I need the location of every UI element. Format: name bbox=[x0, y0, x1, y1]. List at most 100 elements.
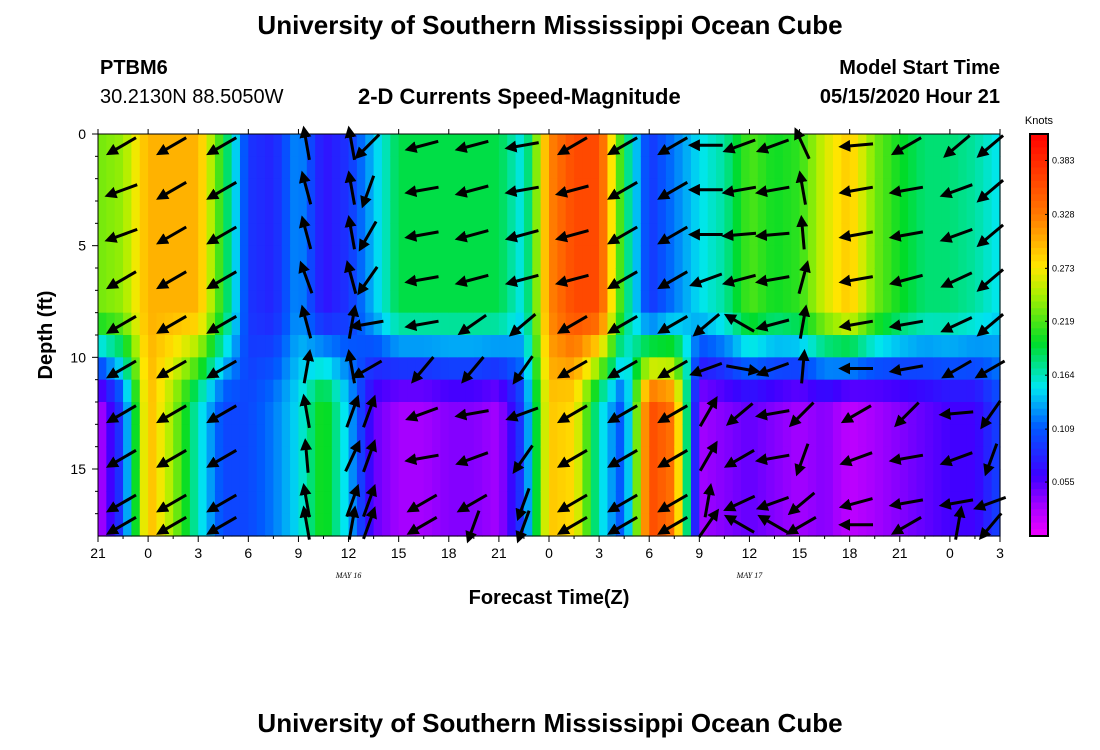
heatmap-cell bbox=[98, 446, 107, 470]
heatmap-cell bbox=[690, 335, 700, 358]
heatmap-cell bbox=[590, 469, 600, 492]
heatmap-cell bbox=[958, 379, 968, 403]
heatmap-cell bbox=[131, 156, 141, 180]
heatmap-cell bbox=[340, 335, 350, 358]
heatmap-cell bbox=[682, 178, 692, 202]
heatmap-cell bbox=[273, 268, 283, 291]
colorbar-segment bbox=[1030, 529, 1048, 537]
current-arrow bbox=[888, 363, 924, 376]
colorbar-segment bbox=[1030, 187, 1048, 195]
heatmap-cell bbox=[590, 268, 600, 291]
heatmap-cells bbox=[98, 134, 1001, 537]
heatmap-cell bbox=[665, 201, 675, 224]
colorbar-segment bbox=[1030, 134, 1048, 142]
heatmap-cell bbox=[239, 335, 249, 358]
heatmap-cell bbox=[682, 290, 692, 314]
heatmap-cell bbox=[590, 156, 600, 180]
heatmap-cell bbox=[323, 469, 333, 492]
current-arrow bbox=[105, 315, 137, 334]
heatmap-cell bbox=[423, 201, 433, 224]
current-arrow bbox=[894, 401, 920, 428]
heatmap-cell bbox=[782, 268, 792, 291]
heatmap-cell bbox=[198, 491, 208, 515]
heatmap-cell bbox=[340, 402, 350, 425]
heatmap-cell bbox=[707, 156, 717, 180]
heatmap-cell bbox=[807, 402, 817, 425]
heatmap-cell bbox=[807, 335, 817, 358]
heatmap-cell bbox=[933, 178, 943, 202]
current-arrow bbox=[299, 125, 312, 161]
heatmap-cell bbox=[682, 223, 692, 247]
heatmap-cell bbox=[741, 513, 751, 537]
heatmap-cell bbox=[281, 469, 291, 492]
current-arrow bbox=[657, 449, 689, 468]
heatmap-cell bbox=[908, 201, 918, 224]
heatmap-cell bbox=[824, 357, 834, 381]
heatmap-cell bbox=[766, 290, 776, 314]
heatmap-cell bbox=[323, 357, 333, 381]
current-arrow bbox=[953, 505, 966, 540]
heatmap-cell bbox=[983, 245, 993, 269]
heatmap-cell bbox=[239, 402, 249, 425]
heatmap-cell bbox=[699, 245, 709, 269]
current-arrow bbox=[206, 181, 238, 200]
heatmap-cell bbox=[198, 335, 208, 358]
heatmap-cell bbox=[298, 312, 308, 336]
heatmap-cell bbox=[991, 178, 1001, 202]
heatmap-cell bbox=[523, 469, 533, 492]
heatmap-cell bbox=[423, 424, 433, 448]
heatmap-cell bbox=[807, 223, 817, 247]
heatmap-cell bbox=[816, 513, 826, 537]
heatmap-cell bbox=[549, 424, 558, 448]
heatmap-cell bbox=[131, 379, 141, 403]
heatmap-cell bbox=[682, 424, 692, 448]
heatmap-cell bbox=[173, 178, 183, 202]
heatmap-cell bbox=[407, 245, 416, 269]
heatmap-cell bbox=[223, 513, 233, 537]
heatmap-cell bbox=[457, 513, 467, 537]
heatmap-cell bbox=[891, 156, 901, 180]
heatmap-cell bbox=[123, 402, 133, 425]
heatmap-cell bbox=[390, 178, 400, 202]
heatmap-cell bbox=[640, 312, 650, 336]
heatmap-cell bbox=[640, 379, 650, 403]
heatmap-cell bbox=[933, 290, 943, 314]
heatmap-cell bbox=[565, 156, 575, 180]
heatmap-cell bbox=[323, 290, 333, 314]
current-arrow bbox=[795, 170, 808, 205]
heatmap-cell bbox=[306, 491, 316, 515]
heatmap-cell bbox=[139, 513, 149, 537]
heatmap-cell bbox=[774, 357, 784, 381]
heatmap-cell bbox=[849, 290, 859, 314]
date-label: MAY 16 bbox=[335, 571, 362, 580]
current-arrow bbox=[302, 348, 315, 384]
heatmap-cell bbox=[724, 469, 734, 492]
heatmap-cell bbox=[265, 312, 274, 336]
heatmap-cell bbox=[707, 513, 717, 537]
heatmap-cell bbox=[991, 268, 1001, 291]
heatmap-cell bbox=[624, 201, 634, 224]
heatmap-cell bbox=[131, 223, 141, 247]
current-arrow bbox=[206, 404, 238, 424]
heatmap-cell bbox=[782, 491, 792, 515]
heatmap-cell bbox=[674, 156, 684, 180]
heatmap-cell bbox=[265, 402, 274, 425]
heatmap-cell bbox=[590, 178, 600, 202]
heatmap-cell bbox=[966, 268, 976, 291]
heatmap-cell bbox=[991, 424, 1001, 448]
heatmap-cell bbox=[532, 513, 542, 537]
heatmap-cell bbox=[582, 469, 592, 492]
heatmap-cell bbox=[924, 379, 934, 403]
heatmap-cell bbox=[114, 156, 124, 180]
heatmap-cell bbox=[799, 290, 809, 314]
heatmap-cell bbox=[841, 290, 851, 314]
heatmap-cell bbox=[498, 268, 508, 291]
current-arrow bbox=[354, 133, 381, 160]
heatmap-cell bbox=[624, 178, 634, 202]
heatmap-cell bbox=[624, 513, 634, 537]
heatmap-cell bbox=[448, 379, 458, 403]
heatmap-cell bbox=[490, 290, 500, 314]
heatmap-cell bbox=[98, 178, 107, 202]
heatmap-cell bbox=[365, 424, 375, 448]
